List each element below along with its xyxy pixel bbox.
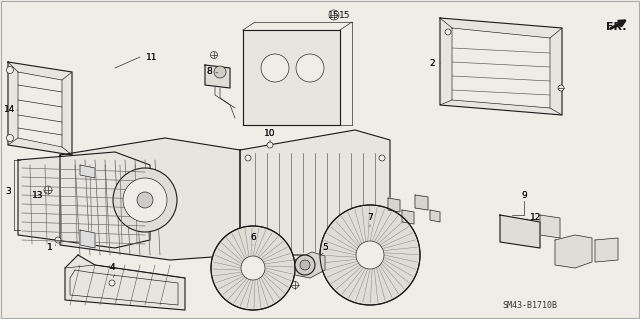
Polygon shape <box>205 65 230 88</box>
Circle shape <box>300 260 310 270</box>
Text: 13: 13 <box>32 190 44 199</box>
Circle shape <box>329 10 339 20</box>
Polygon shape <box>80 165 95 178</box>
Text: FR.: FR. <box>606 22 627 32</box>
Text: 2: 2 <box>429 58 435 68</box>
Circle shape <box>44 186 52 194</box>
Polygon shape <box>8 62 72 155</box>
Polygon shape <box>440 18 562 115</box>
Circle shape <box>261 54 289 82</box>
Text: SM43-B1710B: SM43-B1710B <box>502 301 557 310</box>
Circle shape <box>6 66 13 73</box>
Text: 12: 12 <box>531 213 541 222</box>
Circle shape <box>241 256 265 280</box>
Circle shape <box>379 245 385 251</box>
Polygon shape <box>415 195 428 210</box>
Circle shape <box>356 241 384 269</box>
Circle shape <box>267 142 273 148</box>
Circle shape <box>558 85 564 91</box>
Circle shape <box>6 135 13 142</box>
Text: 1: 1 <box>47 243 53 253</box>
Text: 8: 8 <box>206 68 212 77</box>
Polygon shape <box>540 215 560 238</box>
Text: 4: 4 <box>109 263 115 271</box>
Polygon shape <box>402 210 414 224</box>
Polygon shape <box>65 255 185 310</box>
Text: 10: 10 <box>264 129 276 137</box>
Circle shape <box>55 237 61 243</box>
Text: 2: 2 <box>429 58 435 68</box>
Circle shape <box>113 168 177 232</box>
Text: 1: 1 <box>47 243 53 253</box>
Text: 9: 9 <box>521 191 527 201</box>
Polygon shape <box>295 252 325 278</box>
Text: 11: 11 <box>147 53 157 62</box>
Text: 5: 5 <box>322 242 328 251</box>
Circle shape <box>320 205 420 305</box>
Polygon shape <box>430 210 440 222</box>
Polygon shape <box>243 30 340 125</box>
Text: 14: 14 <box>4 106 16 115</box>
Circle shape <box>295 255 315 275</box>
Text: 7: 7 <box>367 213 373 222</box>
Polygon shape <box>18 152 150 248</box>
Circle shape <box>445 29 451 35</box>
Text: 8: 8 <box>206 68 212 77</box>
Text: 14: 14 <box>4 106 16 115</box>
Polygon shape <box>500 215 540 248</box>
Polygon shape <box>60 138 240 260</box>
Text: 15: 15 <box>339 11 351 19</box>
Text: 4: 4 <box>109 263 115 271</box>
Circle shape <box>291 281 298 288</box>
Text: 7: 7 <box>367 213 373 222</box>
Text: 11: 11 <box>147 53 157 62</box>
Text: 10: 10 <box>264 129 276 137</box>
Polygon shape <box>18 72 62 147</box>
Text: 15: 15 <box>328 11 340 19</box>
Text: 5: 5 <box>322 242 328 251</box>
Polygon shape <box>80 230 95 248</box>
Circle shape <box>214 66 226 78</box>
Circle shape <box>109 280 115 286</box>
Text: 13: 13 <box>32 190 44 199</box>
Circle shape <box>123 178 167 222</box>
Polygon shape <box>452 28 550 108</box>
Text: 3: 3 <box>5 188 11 197</box>
Polygon shape <box>555 235 592 268</box>
Polygon shape <box>388 198 400 212</box>
Circle shape <box>211 226 295 310</box>
Polygon shape <box>595 238 618 262</box>
Text: 6: 6 <box>250 234 256 242</box>
Circle shape <box>296 54 324 82</box>
Polygon shape <box>240 130 390 255</box>
Text: 3: 3 <box>5 188 11 197</box>
Text: 6: 6 <box>250 234 256 242</box>
Circle shape <box>137 192 153 208</box>
Circle shape <box>211 51 218 58</box>
Circle shape <box>379 155 385 161</box>
Circle shape <box>245 245 251 251</box>
Text: 12: 12 <box>531 213 541 222</box>
Circle shape <box>245 155 251 161</box>
Text: 9: 9 <box>521 191 527 201</box>
